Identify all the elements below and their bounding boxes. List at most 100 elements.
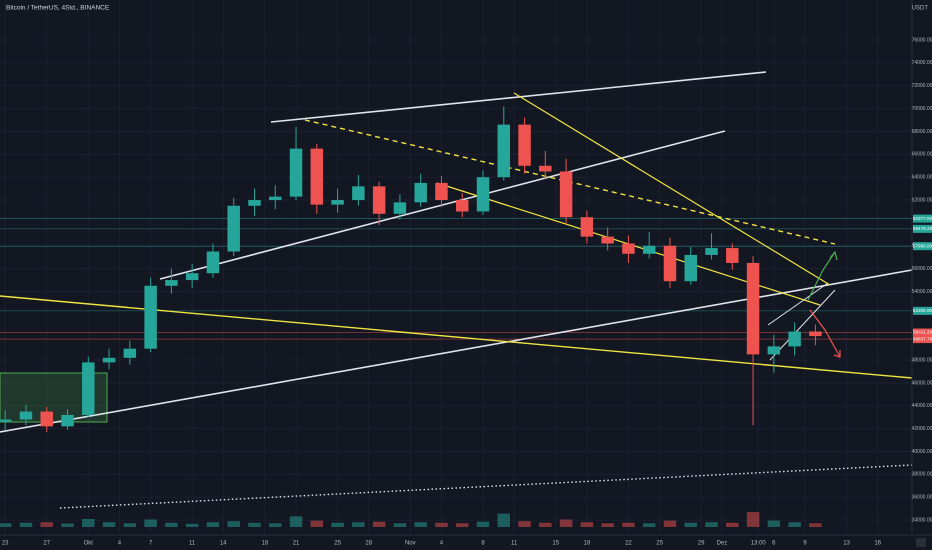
volume-bar (642, 523, 656, 527)
candle-body (0, 419, 12, 422)
volume-bar (559, 519, 573, 527)
volume-bar (393, 523, 407, 527)
x-tick-label: 27 (43, 541, 50, 547)
y-tick-label: 68000.00 (912, 129, 932, 135)
y-tick-label: 54000.00 (912, 289, 932, 295)
volume-bar (746, 512, 760, 527)
y-tick-label: 56000.00 (912, 266, 932, 272)
x-tick-label: 22 (625, 541, 632, 547)
candle-body (144, 285, 157, 349)
volume-bar (497, 513, 511, 527)
candle-body (165, 280, 178, 286)
x-tick-label: 11 (511, 541, 518, 547)
volume-bar (476, 521, 490, 527)
volume-bar (0, 523, 12, 527)
price-tag (913, 306, 932, 315)
volume-bar (622, 522, 635, 527)
volume-bar (19, 522, 33, 527)
volume-bar (40, 522, 53, 527)
volume-bar (726, 522, 739, 527)
channel-line (769, 289, 836, 361)
y-tick-label: 44000.00 (912, 403, 932, 409)
candle-body (456, 200, 469, 212)
x-tick-label: Nov (405, 541, 416, 547)
candle-body (102, 357, 116, 363)
candle-body (289, 148, 303, 197)
volume-bar (767, 520, 781, 527)
candle-body (767, 346, 781, 355)
candle-body (61, 414, 74, 427)
volume-bar (684, 522, 697, 527)
volume-bar (289, 516, 303, 527)
volume-bar (456, 523, 469, 527)
x-tick-label: 16 (874, 541, 881, 547)
price-tag (913, 242, 932, 251)
price-tag (913, 214, 932, 223)
y-tick-label: 74000.00 (912, 60, 932, 66)
grid (0, 0, 912, 535)
volume-bar (372, 521, 386, 527)
x-tick-label: 28 (365, 541, 372, 547)
x-tick-label: 29 (698, 541, 705, 547)
path-arrow (807, 251, 836, 301)
candle-body (559, 171, 573, 218)
candle-body (414, 182, 427, 203)
x-tick-label: 13 (843, 541, 850, 547)
volume-bar (539, 522, 552, 527)
volume-bar (82, 519, 95, 527)
x-tick-label: 8 (481, 541, 485, 547)
candle-body (497, 124, 511, 178)
y-tick-label: 62000.00 (912, 197, 932, 203)
volume-bar (310, 520, 324, 527)
candle-body (435, 182, 448, 201)
path-arrow (809, 309, 841, 358)
price-tag (913, 224, 932, 233)
candle-body (746, 262, 760, 355)
candle-body (19, 411, 33, 420)
price-tag-label: 52306.00 (913, 308, 932, 313)
x-tick-label: 13:00 (751, 541, 767, 547)
settings-icon[interactable] (916, 538, 926, 547)
price-tag-label: 60377.00 (913, 216, 932, 221)
y-tick-label: 48000.00 (912, 357, 932, 363)
volume-bar (705, 522, 718, 527)
x-tick-label: 11 (189, 541, 196, 547)
candle-body (705, 248, 718, 255)
x-tick-label: 6 (772, 541, 776, 547)
volume-bar (227, 521, 240, 527)
candle-body (518, 124, 531, 166)
candle-body (726, 248, 739, 263)
candle-body (601, 236, 614, 244)
y-tick-label: 36000.00 (912, 495, 932, 501)
candle-body (476, 177, 490, 212)
y-tick-label: 42000.00 (912, 426, 932, 432)
channel-line (767, 282, 829, 326)
x-tick-label: 4 (440, 541, 444, 547)
x-tick-label: 14 (220, 541, 227, 547)
volume-bar (165, 522, 178, 527)
price-tag-label: 57966.00 (913, 243, 932, 248)
y-tick-label: 38000.00 (912, 472, 932, 478)
candle-body (82, 362, 95, 415)
candle-body (227, 205, 240, 252)
price-tag-label: 49837.79 (913, 336, 932, 341)
arrow-head (833, 350, 841, 358)
candle-body (372, 186, 386, 214)
candle-body (684, 254, 697, 282)
y-tick-label: 70000.00 (912, 106, 932, 112)
trend-line (159, 130, 726, 280)
currency-label: USDT (912, 6, 929, 12)
volume-bar (144, 519, 157, 527)
y-tick-label: 66000.00 (912, 152, 932, 158)
volume-bar (414, 522, 427, 527)
candle-body (809, 331, 822, 337)
volume-bar (788, 522, 801, 527)
trend-line (270, 71, 767, 123)
volume-bar (61, 523, 74, 527)
x-tick-label: 25 (334, 541, 341, 547)
candle-body (663, 245, 677, 282)
x-tick-label: 15 (552, 541, 559, 547)
candle-body (788, 331, 801, 347)
candle-body (331, 200, 344, 205)
